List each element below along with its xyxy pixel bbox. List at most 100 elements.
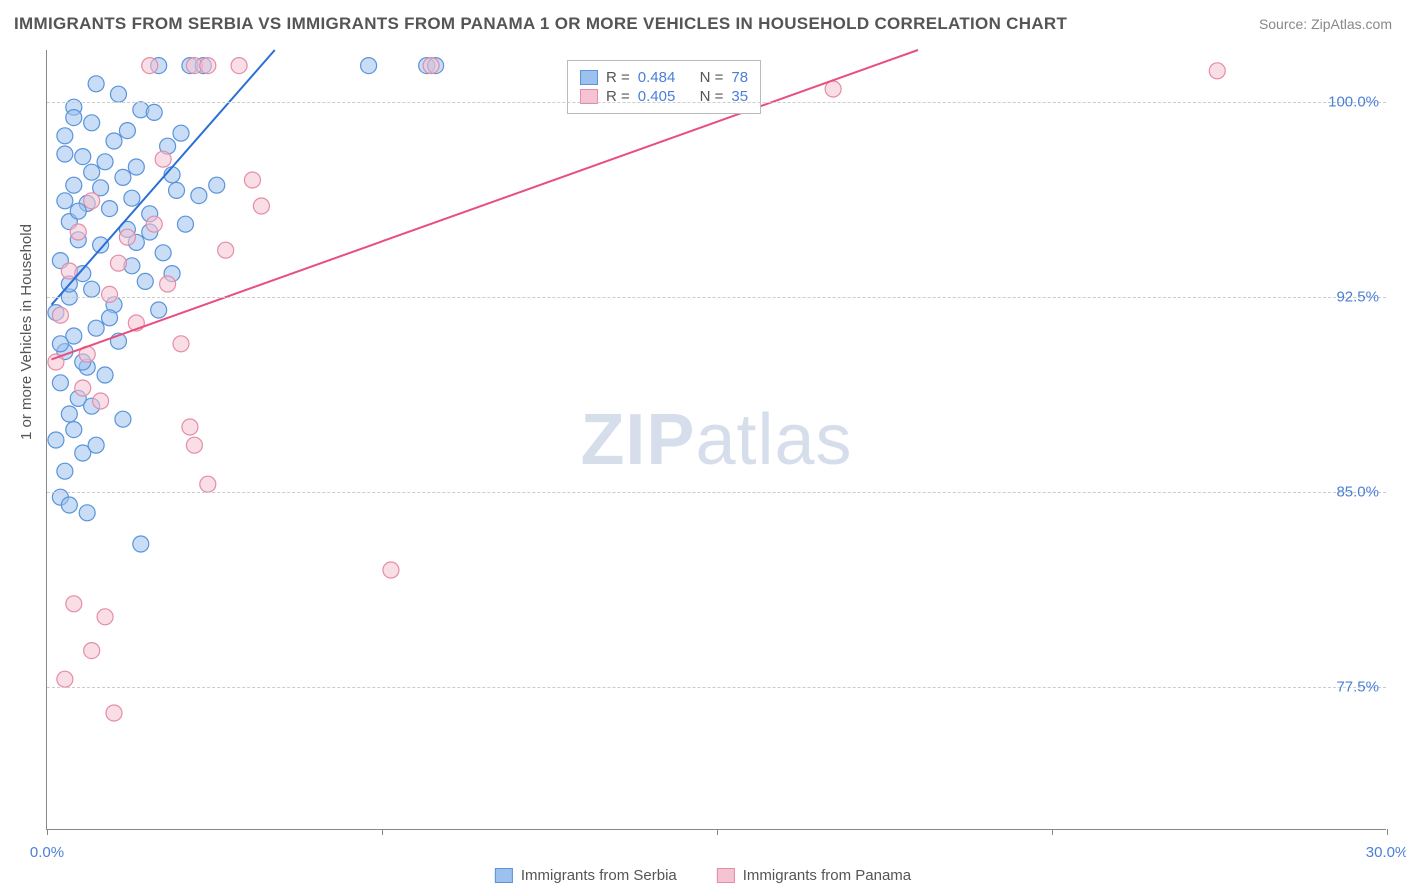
- bottom-legend-panama: Immigrants from Panama: [717, 867, 911, 884]
- data-point-panama: [244, 172, 260, 188]
- data-point-serbia: [146, 104, 162, 120]
- data-point-serbia: [66, 177, 82, 193]
- data-point-panama: [231, 58, 247, 74]
- data-point-panama: [186, 437, 202, 453]
- data-point-panama: [155, 151, 171, 167]
- data-point-panama: [57, 671, 73, 687]
- xtick: [717, 829, 718, 835]
- data-point-serbia: [84, 281, 100, 297]
- data-point-serbia: [137, 273, 153, 289]
- data-point-panama: [423, 58, 439, 74]
- data-point-panama: [182, 419, 198, 435]
- data-point-serbia: [88, 76, 104, 92]
- xtick: [382, 829, 383, 835]
- data-point-serbia: [102, 310, 118, 326]
- data-point-serbia: [66, 110, 82, 126]
- data-point-serbia: [61, 497, 77, 513]
- data-point-serbia: [97, 154, 113, 170]
- gridline: [47, 102, 1386, 103]
- xtick: [47, 829, 48, 835]
- swatch-panama-bottom: [717, 868, 735, 883]
- data-point-panama: [66, 596, 82, 612]
- data-point-serbia: [75, 149, 91, 165]
- data-point-serbia: [61, 406, 77, 422]
- bottom-legend-serbia: Immigrants from Serbia: [495, 867, 677, 884]
- data-point-serbia: [97, 367, 113, 383]
- data-point-panama: [84, 643, 100, 659]
- data-point-serbia: [93, 237, 109, 253]
- data-point-serbia: [79, 505, 95, 521]
- data-point-serbia: [151, 302, 167, 318]
- data-point-panama: [84, 193, 100, 209]
- data-point-panama: [200, 58, 216, 74]
- data-point-panama: [106, 705, 122, 721]
- data-point-panama: [383, 562, 399, 578]
- data-point-serbia: [88, 320, 104, 336]
- swatch-serbia: [580, 70, 598, 85]
- data-point-panama: [218, 242, 234, 258]
- data-point-serbia: [110, 86, 126, 102]
- data-point-serbia: [66, 422, 82, 438]
- data-point-serbia: [84, 164, 100, 180]
- data-point-panama: [253, 198, 269, 214]
- data-point-serbia: [115, 411, 131, 427]
- xtick: [1052, 829, 1053, 835]
- data-point-serbia: [119, 123, 135, 139]
- gridline: [47, 687, 1386, 688]
- data-point-serbia: [52, 375, 68, 391]
- data-point-panama: [173, 336, 189, 352]
- data-point-serbia: [57, 128, 73, 144]
- xtick-label: 0.0%: [30, 844, 64, 861]
- bottom-legend: Immigrants from Serbia Immigrants from P…: [495, 867, 911, 884]
- data-point-panama: [119, 229, 135, 245]
- data-point-panama: [70, 224, 86, 240]
- data-point-panama: [93, 393, 109, 409]
- data-point-panama: [825, 81, 841, 97]
- data-point-serbia: [209, 177, 225, 193]
- ytick-label: 77.5%: [1336, 679, 1391, 696]
- gridline: [47, 297, 1386, 298]
- data-point-serbia: [106, 133, 122, 149]
- data-point-serbia: [57, 193, 73, 209]
- data-point-serbia: [173, 125, 189, 141]
- xtick: [1387, 829, 1388, 835]
- gridline: [47, 492, 1386, 493]
- data-point-panama: [146, 216, 162, 232]
- data-point-serbia: [155, 245, 171, 261]
- data-point-serbia: [115, 169, 131, 185]
- y-axis-label: 1 or more Vehicles in Household: [18, 224, 35, 440]
- data-point-serbia: [169, 182, 185, 198]
- data-point-serbia: [57, 146, 73, 162]
- plot-area: ZIPatlas R = 0.484 N = 78 R = 0.405 N = …: [46, 50, 1386, 830]
- data-point-panama: [97, 609, 113, 625]
- data-point-serbia: [52, 336, 68, 352]
- data-point-serbia: [133, 536, 149, 552]
- data-point-serbia: [70, 203, 86, 219]
- swatch-serbia-bottom: [495, 868, 513, 883]
- ytick-label: 100.0%: [1328, 94, 1391, 111]
- data-point-serbia: [48, 432, 64, 448]
- data-point-serbia: [361, 58, 377, 74]
- ytick-label: 92.5%: [1336, 289, 1391, 306]
- bottom-legend-label: Immigrants from Serbia: [521, 867, 677, 884]
- data-point-serbia: [191, 188, 207, 204]
- correlation-legend: R = 0.484 N = 78 R = 0.405 N = 35: [567, 60, 761, 114]
- data-point-serbia: [88, 437, 104, 453]
- data-point-panama: [52, 307, 68, 323]
- data-point-serbia: [102, 201, 118, 217]
- ytick-label: 85.0%: [1336, 484, 1391, 501]
- data-point-serbia: [124, 190, 140, 206]
- data-point-panama: [142, 58, 158, 74]
- data-point-panama: [102, 286, 118, 302]
- data-point-panama: [1209, 63, 1225, 79]
- chart-title: IMMIGRANTS FROM SERBIA VS IMMIGRANTS FRO…: [14, 14, 1067, 34]
- source-attribution: Source: ZipAtlas.com: [1259, 16, 1392, 32]
- data-point-panama: [160, 276, 176, 292]
- data-point-panama: [110, 255, 126, 271]
- xtick-label: 30.0%: [1366, 844, 1406, 861]
- bottom-legend-label: Immigrants from Panama: [743, 867, 911, 884]
- data-point-serbia: [84, 115, 100, 131]
- trend-line-panama: [51, 50, 918, 359]
- legend-row-serbia: R = 0.484 N = 78: [580, 69, 748, 86]
- data-point-serbia: [177, 216, 193, 232]
